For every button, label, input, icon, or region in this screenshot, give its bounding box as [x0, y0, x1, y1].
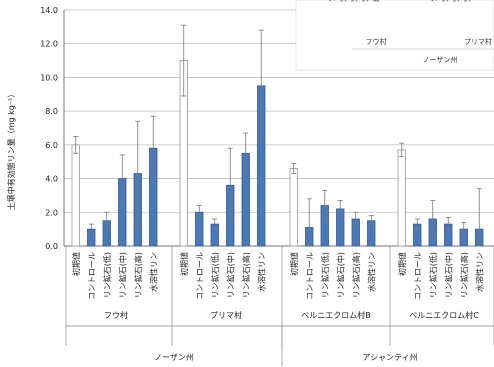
y-axis-title: 土壌中有効態リン量（mg kg⁻¹） — [6, 90, 16, 211]
village-group-label: ベルニエクロム村B — [301, 310, 371, 320]
legend-region-label: ノーザン州 — [423, 56, 458, 64]
legend-group-label: フウ村 — [366, 37, 387, 46]
x-tick-label: リン鉱石(中) — [117, 252, 127, 298]
x-tick-label: リン鉱石(高) — [459, 252, 469, 298]
x-tick-label: 水溶性リン — [474, 252, 484, 292]
x-tick-label: コントロール — [413, 252, 422, 300]
legend-item: リン鉱 — [463, 0, 472, 2]
x-tick-label: 水溶性リン — [366, 252, 376, 292]
region-group-label: ノーザン州 — [154, 353, 194, 362]
x-tick-label: コントロール — [87, 252, 96, 300]
legend-item: リン鉱 — [441, 0, 450, 2]
category-labels: 初期値 コントロール リン鉱石(低) リン鉱石(中) リン鉱石(高) 水溶性リン 初期値 コン… — [65, 246, 494, 366]
x-tick-label: リン鉱石(高) — [241, 252, 251, 298]
village-group-label: プリマ村 — [210, 310, 242, 320]
legend-panel — [295, 0, 494, 71]
y-tick-label: 6.0 — [45, 141, 58, 150]
legend-item: リン鉱 — [452, 0, 461, 2]
village-group-label: ベルニエクロム村C — [409, 310, 479, 320]
legend-item: ホス — [430, 0, 438, 2]
x-tick-label: リン鉱石(高) — [351, 252, 361, 298]
x-tick-label: リン鉱石(中) — [335, 252, 345, 298]
bar — [397, 149, 406, 247]
x-tick-label: 水溶性リン — [148, 252, 158, 292]
x-tick-label: 初期値 — [179, 252, 189, 276]
legend-item: リン鉱 — [339, 0, 348, 2]
x-tick-label: 初期値 — [289, 252, 299, 276]
x-tick-label: 初期値 — [71, 252, 81, 276]
x-tick-label: リン鉱石(中) — [443, 252, 453, 298]
bars — [71, 24, 484, 247]
x-tick-label: リン鉱石(高) — [133, 252, 143, 298]
village-group-label: フウ村 — [104, 310, 128, 320]
x-tick-label: リン鉱石(低) — [102, 252, 112, 298]
legend-item: リン鉱 — [361, 0, 370, 2]
y-tick-label: 8.0 — [45, 107, 58, 116]
x-tick-label: リン鉱石(低) — [210, 252, 220, 298]
y-tick-label: 14.0 — [40, 6, 58, 15]
x-tick-label: リン鉱石(低) — [428, 252, 438, 298]
legend-item: 水溶 — [372, 0, 381, 2]
legend-item: リン鉱 — [350, 0, 359, 2]
legend-group-label: プリマ村 — [464, 37, 492, 46]
x-tick-label: 水溶性リン — [256, 252, 266, 292]
region-group-label: アシャンティ州 — [362, 353, 417, 362]
x-tick-label: リン鉱石(中) — [225, 252, 235, 298]
x-tick-label: 初期値 — [397, 252, 407, 276]
y-tick-label: 10.0 — [40, 73, 58, 82]
bar — [71, 144, 80, 247]
y-tick-label: 2.0 — [45, 208, 58, 217]
legend-fragment: ホスリン鉱リン鉱リン鉱水溶ホスリン鉱リン鉱リン鉱フウ村プリマ村ノーザン州 — [295, 0, 494, 71]
x-tick-label: リン鉱石(低) — [320, 252, 330, 298]
x-tick-label: コントロール — [195, 252, 204, 300]
x-tick-label: コントロール — [305, 252, 314, 300]
bar — [289, 168, 298, 247]
legend-item: ホス — [328, 0, 336, 2]
y-tick-label: 12.0 — [40, 40, 58, 49]
y-tick-label: 0.0 — [45, 242, 58, 251]
y-tick-label: 4.0 — [45, 175, 58, 184]
